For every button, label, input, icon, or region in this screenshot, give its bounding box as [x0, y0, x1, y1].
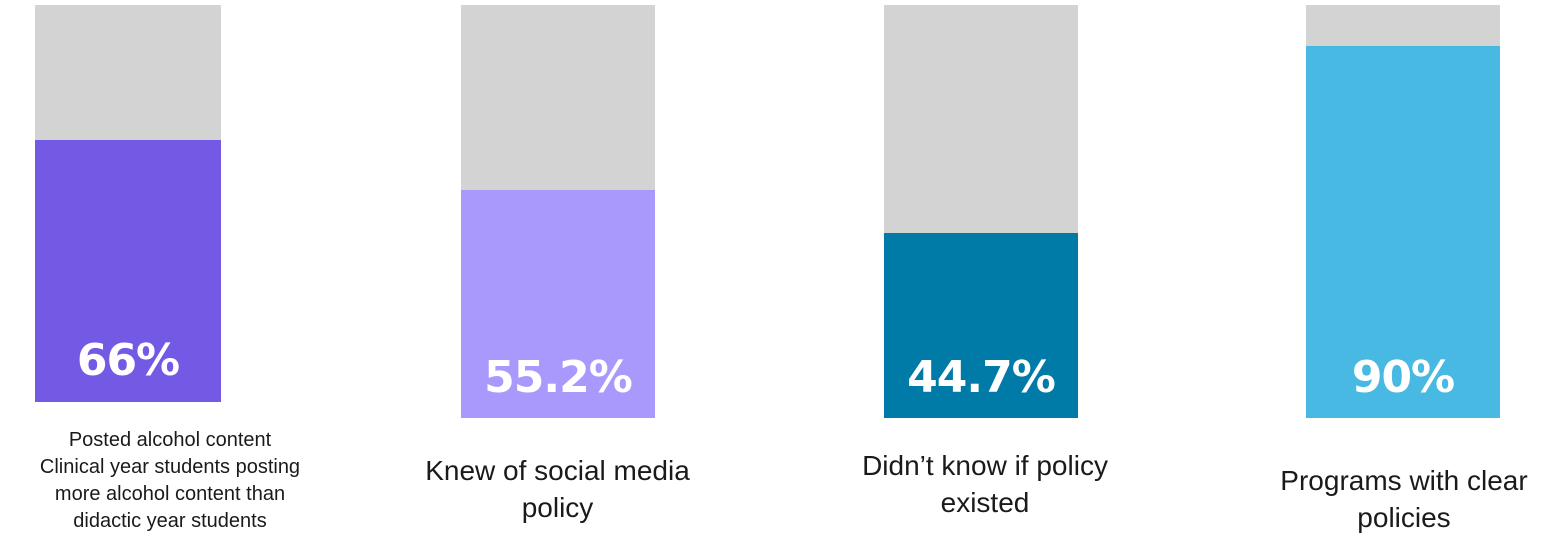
bar-caption: Programs with clear policies	[1280, 465, 1528, 533]
bar-track: 66%	[35, 5, 221, 402]
bar-value-label: 55.2%	[484, 352, 633, 403]
bar-caption: Didn’t know if policy existed	[862, 450, 1108, 518]
bar-fill	[884, 233, 1078, 418]
bar-fill	[1306, 46, 1500, 418]
bar-track: 90%	[1306, 5, 1500, 418]
bar-caption: Posted alcohol content Clinical year stu…	[39, 429, 301, 532]
bar-fill	[35, 139, 221, 402]
bar-value-label: 66%	[76, 335, 180, 386]
bar-track: 44.7%	[884, 5, 1078, 418]
bar-value-label: 90%	[1351, 352, 1455, 403]
bar-caption: Knew of social media policy	[425, 455, 690, 523]
bar-track: 55.2%	[461, 5, 655, 418]
bar-fill	[461, 190, 655, 418]
bar-value-label: 44.7%	[907, 352, 1056, 403]
